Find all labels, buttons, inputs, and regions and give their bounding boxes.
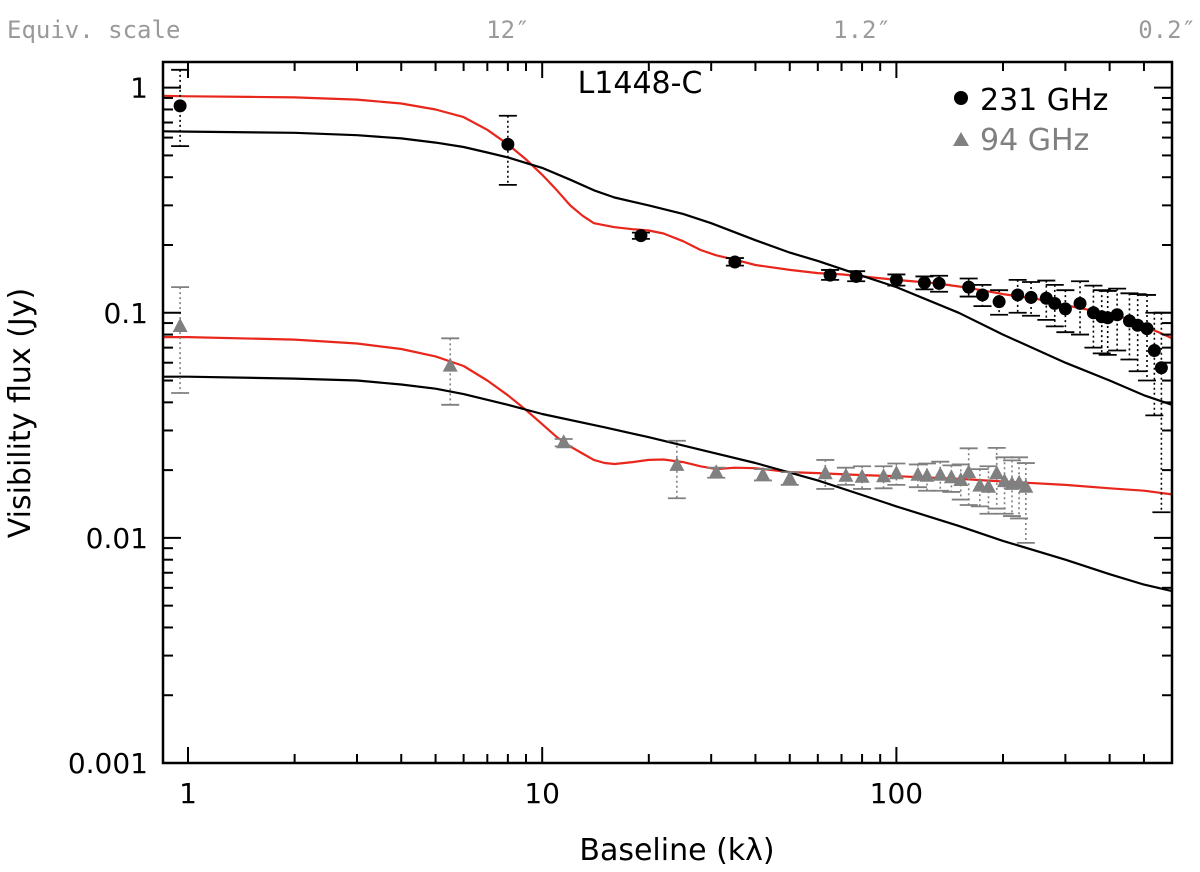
legend-marker-94ghz <box>953 132 969 146</box>
x-tick-label: 10 <box>524 777 560 810</box>
legend-label-94ghz: 94 GHz <box>980 123 1089 158</box>
data-point-231ghz <box>975 288 989 302</box>
data-point-94ghz <box>953 472 969 486</box>
data-point-94ghz <box>919 467 935 482</box>
data-point-94ghz <box>932 466 948 481</box>
data-point-94ghz <box>442 357 458 372</box>
top-axis-label: Equiv. scale <box>7 16 180 44</box>
data-point-94ghz <box>669 456 685 471</box>
axis-ticks: 1 10 100 0.001 0.01 0.1 1 12″ 1.2″ 0.2″ <box>68 16 1196 810</box>
legend-marker-231ghz <box>954 91 968 105</box>
top-axis-tick-label: 1.2″ <box>833 16 891 44</box>
data-point-231ghz <box>1147 343 1161 357</box>
data-point-94ghz <box>876 468 892 483</box>
data-point-231ghz <box>1024 290 1038 304</box>
data-point-231ghz <box>1058 302 1072 316</box>
data-point-94ghz <box>943 469 959 484</box>
legend-label-231ghz: 231 GHz <box>980 83 1108 118</box>
data-point-94ghz <box>910 466 926 481</box>
data-point-94ghz <box>556 434 572 449</box>
data-point-94ghz <box>854 468 870 483</box>
data-point-94ghz <box>172 318 188 332</box>
data-point-231ghz <box>917 276 931 290</box>
data-point-231ghz <box>728 255 742 269</box>
x-tick-label: 100 <box>870 777 923 810</box>
data-point-94ghz <box>1018 478 1034 493</box>
chart-title: L1448-C <box>578 66 703 101</box>
model-curve-3 <box>163 336 1173 496</box>
top-axis-tick-label: 12″ <box>486 16 529 44</box>
data-point-94ghz <box>981 478 996 493</box>
data-point-231ghz <box>1140 322 1154 336</box>
data-point-231ghz <box>1048 296 1062 310</box>
y-tick-label: 0.1 <box>103 297 148 330</box>
data-point-231ghz <box>889 273 903 287</box>
data-point-94ghz <box>782 470 798 485</box>
data-point-231ghz <box>634 229 648 243</box>
x-axis-title: Baseline (kλ) <box>579 833 774 868</box>
data-point-94ghz <box>888 465 904 480</box>
model-curve-2 <box>162 130 1173 406</box>
data-point-231ghz <box>173 99 187 113</box>
data-point-231ghz <box>1110 308 1124 322</box>
data-point-94ghz <box>817 465 833 480</box>
x-tick-label: 1 <box>179 777 197 810</box>
data-point-231ghz <box>849 269 863 283</box>
legend: 231 GHz 94 GHz <box>953 83 1108 158</box>
data-point-231ghz <box>1154 361 1168 375</box>
y-tick-label: 0.01 <box>86 522 148 555</box>
top-axis-tick-label: 0.2″ <box>1138 16 1196 44</box>
data-point-94ghz <box>755 466 771 481</box>
plot-frame <box>161 60 1174 765</box>
data-point-231ghz <box>992 295 1006 309</box>
data-point-231ghz <box>1073 296 1087 310</box>
y-tick-label: 1 <box>130 72 148 105</box>
model-curve-4 <box>163 375 1173 593</box>
data-point-94ghz <box>838 467 854 482</box>
data-point-94ghz <box>708 464 724 479</box>
data-point-231ghz <box>823 268 837 282</box>
data-point-94ghz <box>961 464 977 479</box>
data-point-231ghz <box>932 276 946 290</box>
data-points <box>171 68 1171 544</box>
y-axis-title: Visibility flux (Jy) <box>3 288 38 538</box>
y-tick-label: 0.001 <box>68 747 148 780</box>
data-point-231ghz <box>501 137 515 151</box>
data-point-231ghz <box>962 280 976 294</box>
data-point-231ghz <box>1011 288 1025 302</box>
data-point-94ghz <box>989 465 1005 480</box>
